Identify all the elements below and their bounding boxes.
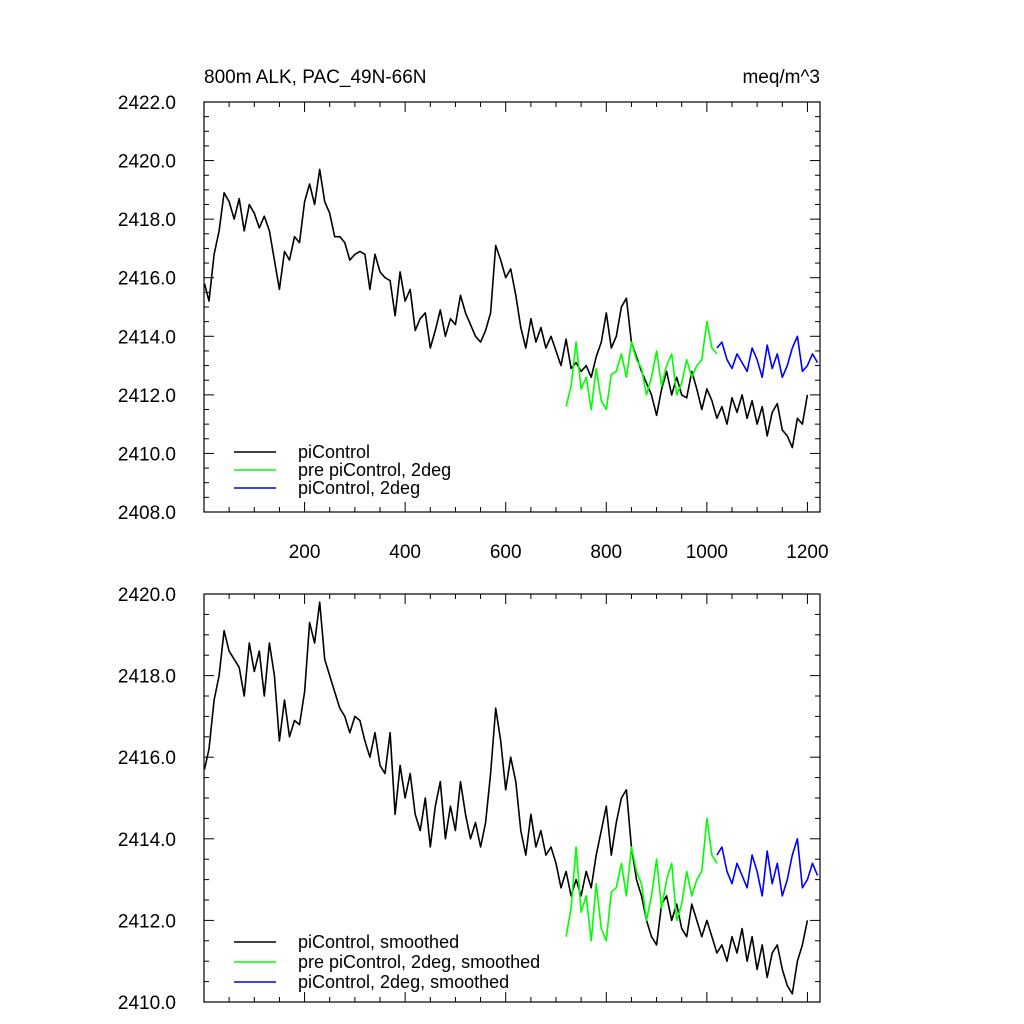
- series-line-1: [565, 817, 718, 942]
- series-line-0: [203, 601, 809, 995]
- y-tick-label: 2420.0: [118, 152, 176, 173]
- y-tick-label: 2412.0: [118, 911, 176, 932]
- series-line-1: [565, 320, 718, 411]
- legend-label: pre piControl, 2deg, smoothed: [298, 952, 540, 972]
- series-line-2: [716, 837, 819, 897]
- plot-frame: [203, 593, 821, 1003]
- y-tick-label: 2410.0: [118, 993, 176, 1014]
- y-tick-label: 2410.0: [118, 444, 176, 465]
- legend-label: piControl: [298, 442, 370, 462]
- top-panel: 2408.0 2410.0 2412.0 2414.0 2416.0 2418.0 2420…: [118, 93, 829, 563]
- y-tick-label: 2414.0: [118, 830, 176, 851]
- legend-label: piControl, smoothed: [298, 932, 459, 952]
- y-tick-label: 2418.0: [118, 210, 176, 231]
- x-tick-label: 400: [389, 542, 421, 563]
- plot-frame: [203, 101, 821, 513]
- chart-title: 800m ALK, PAC_49N-66N: [204, 67, 427, 88]
- y-tick-label: 2414.0: [118, 327, 176, 348]
- legend-label: pre piControl, 2deg: [298, 460, 451, 480]
- y-tick-label: 2412.0: [118, 386, 176, 407]
- y-tick-label: 2416.0: [118, 748, 176, 769]
- bottom-panel: 2410.0 2412.0 2414.0 2416.0 2418.0 2420.0 piCo…: [118, 585, 821, 1014]
- x-tick-label: 200: [289, 542, 321, 563]
- y-tick-label: 2420.0: [118, 585, 176, 606]
- y-tick-label: 2416.0: [118, 269, 176, 290]
- y-tick-label: 2408.0: [118, 503, 176, 524]
- legend-label: piControl, 2deg: [298, 478, 420, 498]
- x-tick-label: 800: [590, 542, 622, 563]
- y-tick-label: 2418.0: [118, 667, 176, 688]
- chart-units: meq/m^3: [742, 67, 820, 88]
- series-line-2: [716, 335, 819, 379]
- x-tick-label: 1000: [686, 542, 728, 563]
- y-tick-label: 2422.0: [118, 93, 176, 114]
- x-tick-label: 1200: [786, 542, 828, 563]
- legend-label: piControl, 2deg, smoothed: [298, 972, 509, 992]
- series-line-0: [203, 168, 809, 449]
- x-tick-label: 600: [490, 542, 522, 563]
